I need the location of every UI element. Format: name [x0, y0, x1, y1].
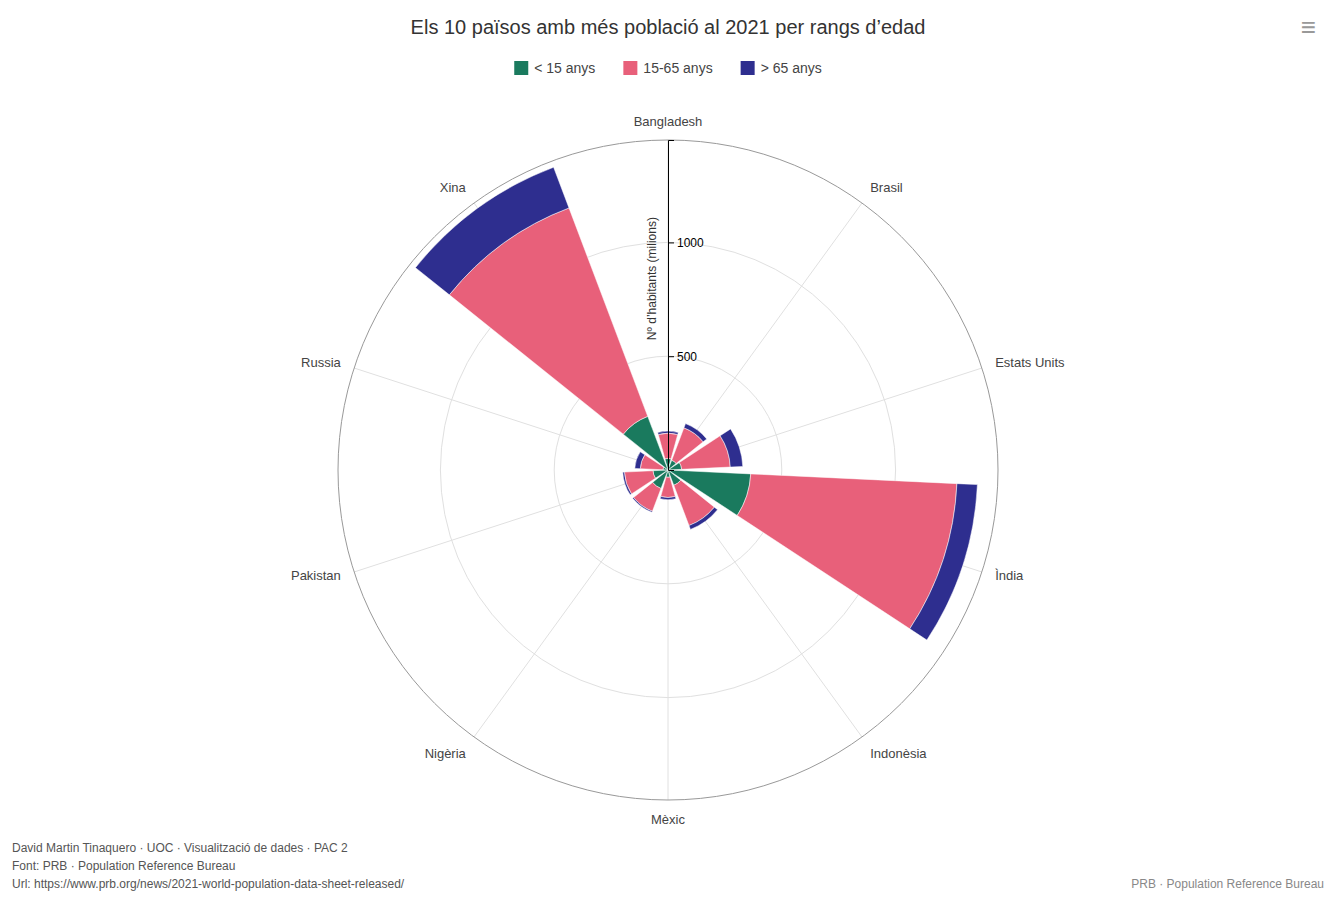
legend-item: > 65 anys: [741, 60, 822, 76]
bar-segment: [653, 470, 668, 478]
bar-segment: [661, 477, 676, 498]
bars: [415, 167, 977, 640]
bar-segment: [633, 498, 653, 513]
grid: [354, 140, 982, 800]
chart: Els 10 països amb més població al 2021 p…: [0, 0, 1336, 898]
grid-spoke: [474, 470, 668, 737]
tick: 1000: [668, 236, 704, 250]
legend-item: < 15 anys: [514, 60, 595, 76]
polar-plot: Bangladesh Brasil Estats Units Ìndia Indonès…: [291, 114, 1065, 827]
footer-note: David Martin Tinaquero · UOC · Visualitz…: [12, 841, 348, 855]
bar-series: [415, 167, 977, 640]
category-label: Russia: [301, 355, 342, 370]
tick-label: 1000: [677, 236, 704, 250]
category-label: Brasil: [870, 180, 903, 195]
legend-label: 15-65 anys: [643, 60, 712, 76]
radial-axis: 500 1000: [668, 141, 704, 471]
category-label: Mèxic: [651, 812, 685, 827]
grid-spoke: [668, 368, 982, 470]
tick-mark: [668, 242, 674, 243]
bar-segment: [910, 484, 978, 640]
menu-icon: ≡: [1301, 12, 1316, 42]
bar-segment: [415, 167, 569, 295]
radial-axis-line: [669, 141, 675, 471]
footer-note: Font: PRB · Population Reference Bureau: [12, 859, 235, 873]
grid-spoke: [668, 203, 862, 470]
title: Els 10 països amb més població al 2021 p…: [411, 16, 926, 38]
bar-segment: [679, 436, 730, 470]
radial-range-edge: [338, 140, 998, 800]
category-label: Xina: [440, 180, 467, 195]
legend-swatch: [741, 61, 755, 75]
bar-segment: [668, 463, 682, 470]
category-label: Bangladesh: [634, 114, 703, 129]
axis-title: Nº d’habitants (milions): [645, 217, 659, 340]
bar-series: [449, 208, 957, 629]
grid-spoke: [668, 470, 669, 800]
tick: 500: [668, 350, 697, 364]
category-label: Indonèsia: [870, 746, 927, 761]
bar-segment: [623, 472, 632, 495]
legend-label: < 15 anys: [534, 60, 595, 76]
bar-segment: [684, 424, 707, 442]
legend: < 15 anys 15-65 anys > 65 anys: [514, 60, 822, 76]
bar-segment: [689, 507, 718, 529]
bar-segment: [635, 452, 645, 469]
bar-segment: [660, 497, 676, 500]
legend-item: 15-65 anys: [623, 60, 712, 76]
legend-label: > 65 anys: [761, 60, 822, 76]
annotations: David Martin Tinaquero · UOC · Visualitz…: [12, 12, 1324, 891]
tick-label: 500: [677, 350, 697, 364]
legend-swatch: [623, 61, 637, 75]
footer-note: Url: https://www.prb.org/news/2021-world…: [12, 877, 405, 891]
category-label: Ìndia: [995, 568, 1024, 583]
grid-spoke: [354, 470, 668, 572]
category-label: Estats Units: [995, 355, 1065, 370]
bar-segment: [720, 429, 743, 467]
category-label: Nigèria: [425, 746, 467, 761]
legend-swatch: [514, 61, 528, 75]
bar-segment: [640, 455, 664, 470]
footer-source: PRB · Population Reference Bureau: [1131, 877, 1324, 891]
category-labels: Bangladesh Brasil Estats Units Ìndia Indonès…: [291, 114, 1065, 827]
category-label: Pakistan: [291, 568, 341, 583]
tick-mark: [668, 356, 674, 357]
